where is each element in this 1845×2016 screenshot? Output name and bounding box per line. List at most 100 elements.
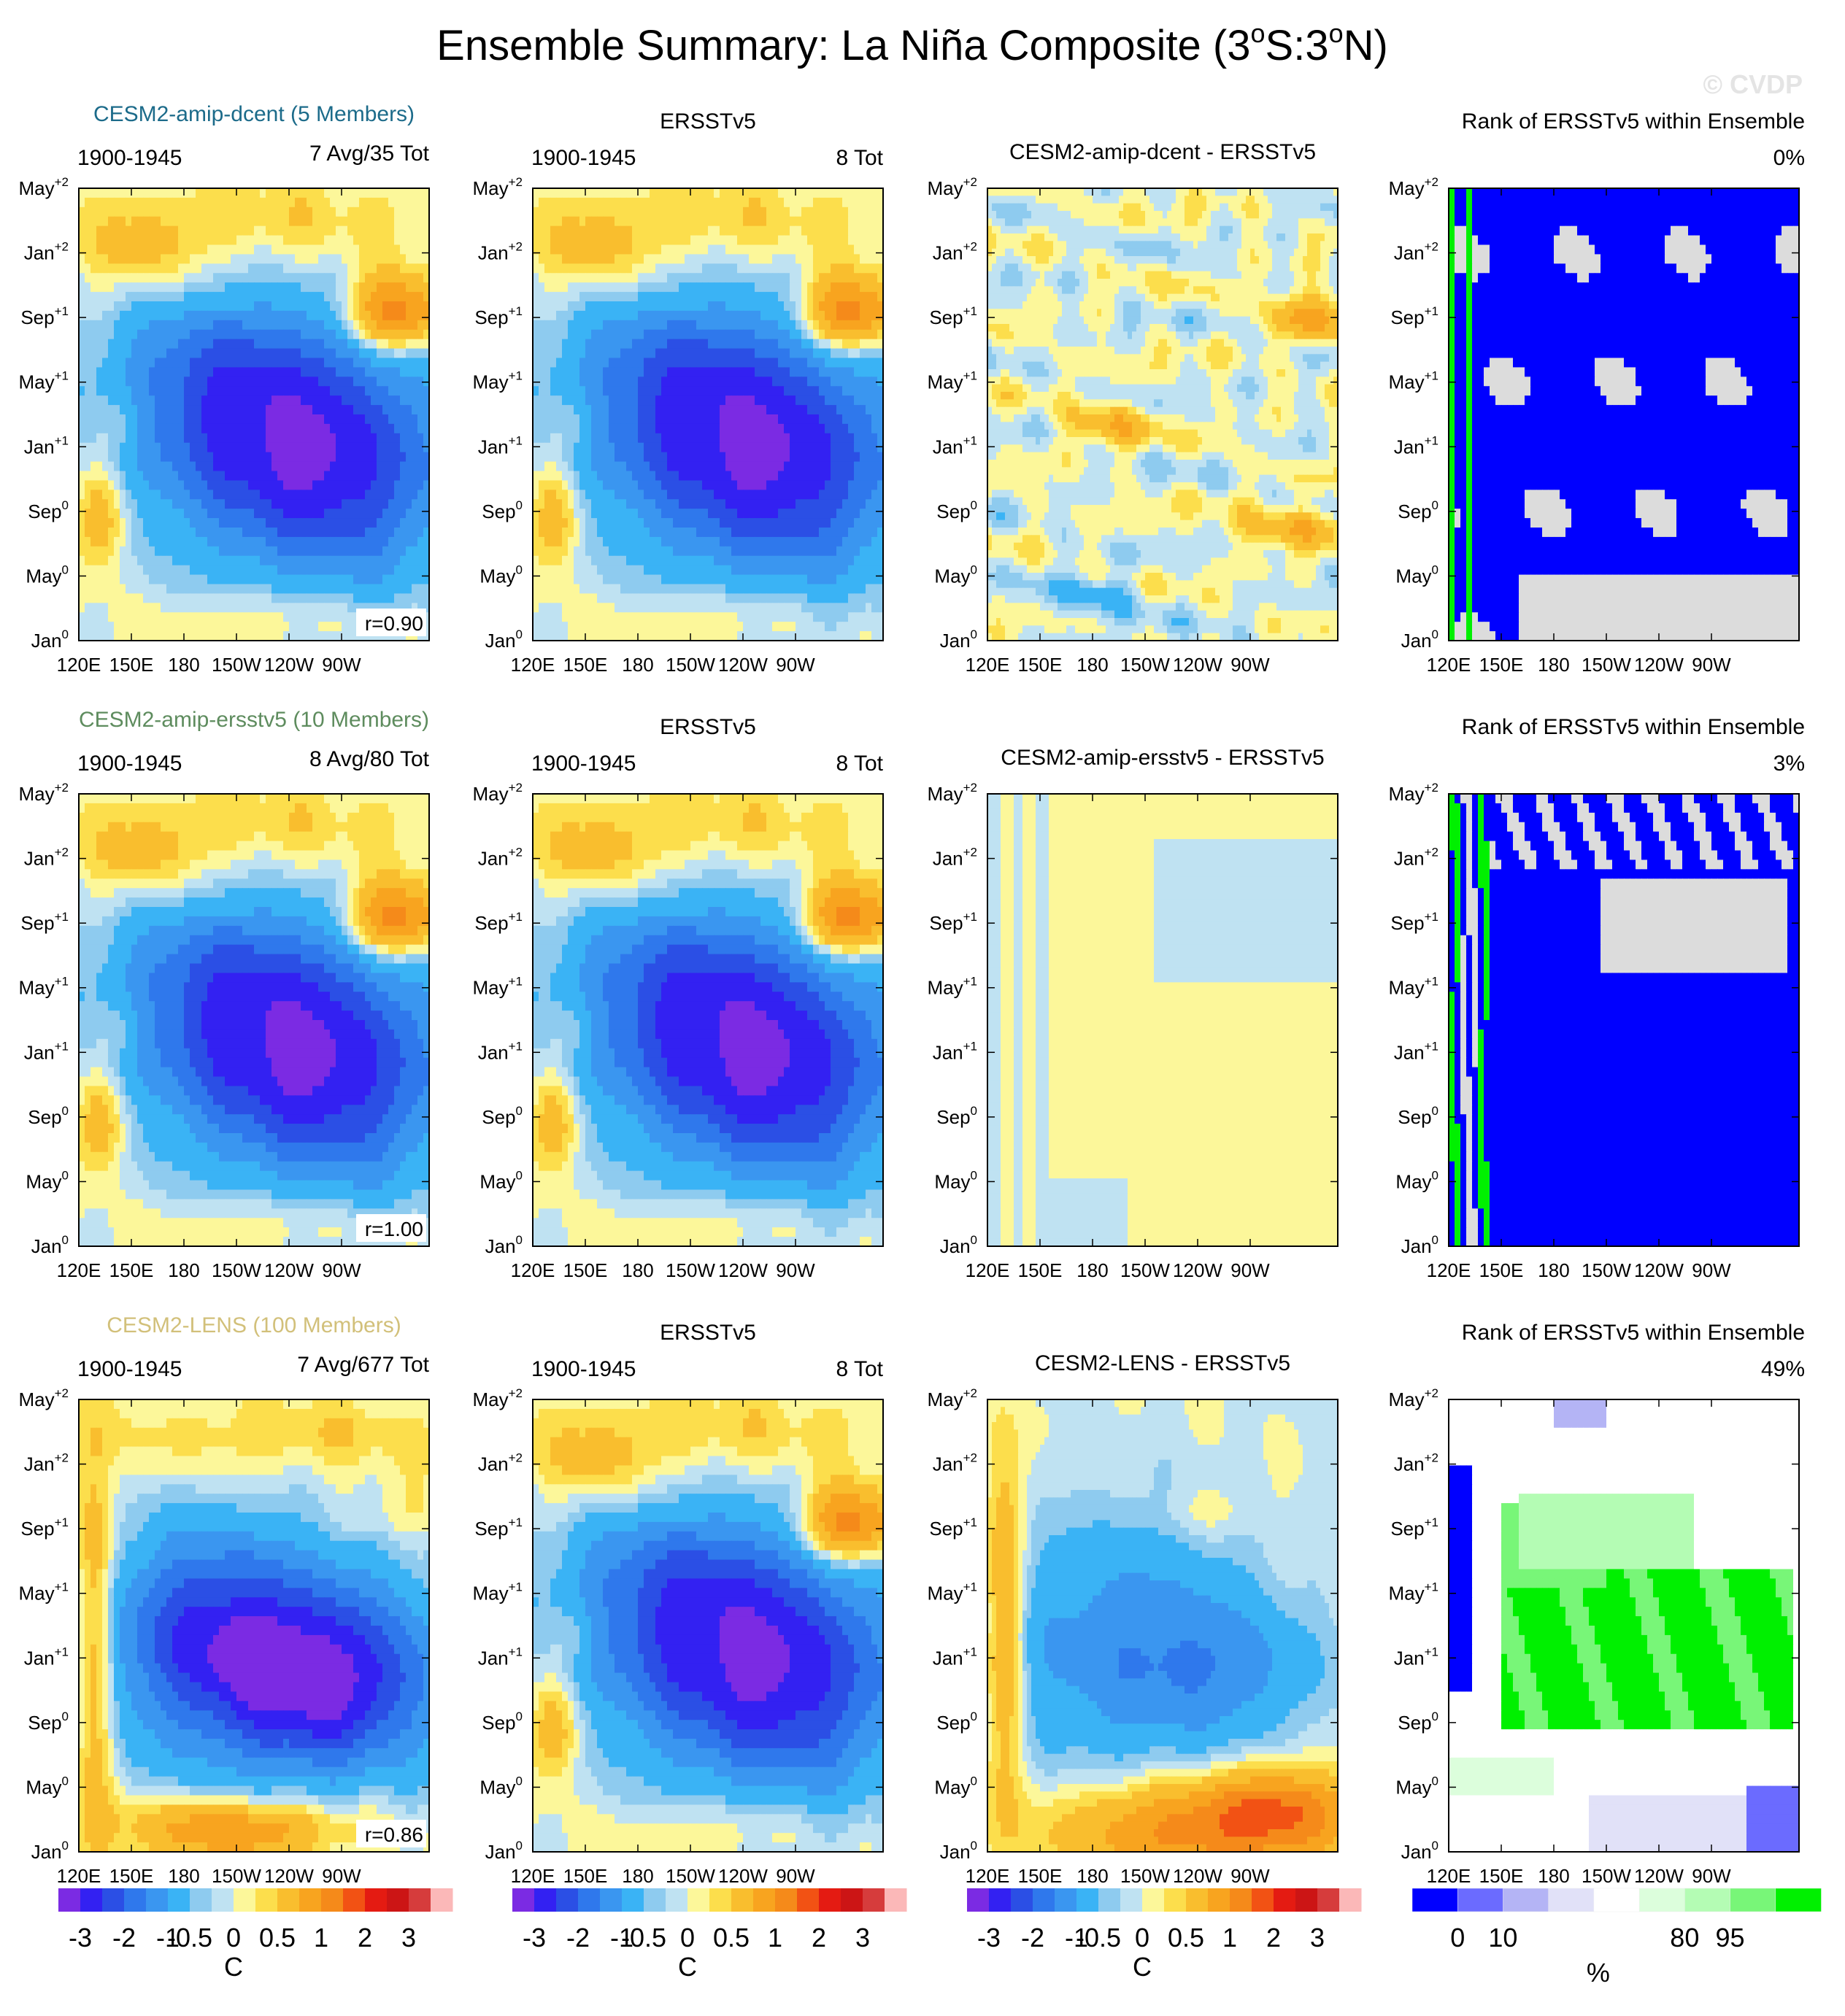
model-cell: [248, 254, 255, 264]
model-cell: [277, 330, 284, 340]
model-cell: [382, 207, 389, 217]
model-cell: [400, 236, 407, 246]
model-cell: [96, 207, 103, 217]
model-cell: [242, 292, 249, 302]
model-cell: [161, 282, 167, 293]
model-cell: [318, 254, 325, 264]
model-cell: [190, 236, 196, 246]
model-cell: [260, 311, 266, 321]
model-cell: [295, 301, 301, 312]
model-cell: [388, 292, 395, 302]
model-cell: [166, 311, 173, 321]
model-cell: [283, 311, 290, 321]
model-cell: [196, 188, 202, 198]
model-cell: [400, 292, 407, 302]
model-cell: [155, 282, 161, 293]
model-cell: [219, 207, 226, 217]
model-cell: [131, 282, 138, 293]
model-cell: [236, 207, 243, 217]
model-cell: [330, 330, 336, 340]
model-cell: [377, 188, 383, 198]
model-cell: [90, 292, 97, 302]
model-cell: [377, 311, 383, 321]
model-cell: [266, 236, 272, 246]
model-cell: [312, 282, 319, 293]
model-cell: [283, 301, 290, 312]
model-cell: [207, 282, 214, 293]
model-cell: [79, 311, 85, 321]
model-cell: [161, 207, 167, 217]
model-cell: [347, 273, 354, 283]
model-cell: [207, 292, 214, 302]
model-cell: [400, 207, 407, 217]
model-cell: [336, 263, 342, 274]
model-cell: [307, 226, 313, 236]
model-cell: [126, 198, 132, 208]
model-cell: [283, 330, 290, 340]
model-cell: [190, 282, 196, 293]
model-cell: [149, 263, 155, 274]
model-cell: [137, 282, 144, 293]
model-cell: [400, 226, 407, 236]
model-cell: [79, 254, 85, 264]
model-cell: [225, 320, 231, 331]
model-cell: [394, 226, 401, 236]
model-cell: [155, 311, 161, 321]
model-cell: [388, 330, 395, 340]
model-cell: [254, 236, 261, 246]
model-cell: [301, 292, 307, 302]
model-cell: [271, 282, 278, 293]
model-cell: [330, 198, 336, 208]
model-cell: [260, 207, 266, 217]
model-cell: [90, 236, 97, 246]
model-cell: [90, 311, 97, 321]
model-cell: [324, 330, 331, 340]
model-cell: [143, 282, 150, 293]
model-cell: [90, 320, 97, 331]
model-cell: [254, 320, 261, 331]
model-cell: [108, 198, 115, 208]
model-cell: [231, 198, 237, 208]
model-cell: [266, 311, 272, 321]
model-cell: [295, 198, 301, 208]
model-cell: [96, 311, 103, 321]
model-cell: [207, 330, 214, 340]
model-cell: [295, 320, 301, 331]
model-cell: [207, 311, 214, 321]
model-cell: [400, 245, 407, 255]
model-cell: [318, 198, 325, 208]
model-cell: [137, 301, 144, 312]
model-cell: [231, 236, 237, 246]
model-cell: [137, 188, 144, 198]
model-cell: [155, 254, 161, 264]
model-cell: [126, 273, 132, 283]
model-cell: [371, 311, 377, 321]
model-cell: [266, 330, 272, 340]
model-cell: [190, 188, 196, 198]
model-cell: [166, 273, 173, 283]
model-cell: [108, 330, 115, 340]
model-cell: [289, 188, 296, 198]
model-cell: [301, 311, 307, 321]
model-cell: [96, 301, 103, 312]
model-cell: [172, 292, 179, 302]
model-cell: [131, 330, 138, 340]
model-cell: [207, 207, 214, 217]
model-cell: [301, 330, 307, 340]
figure-title: Ensemble Summary: La Niña Composite (3oS…: [436, 18, 1388, 69]
model-cell: [347, 236, 354, 246]
model-cell: [271, 254, 278, 264]
model-cell: [359, 217, 366, 227]
model-cell: [359, 273, 366, 283]
model-cell: [236, 273, 243, 283]
model-cell: [289, 311, 296, 321]
model-cell: [120, 320, 126, 331]
model-cell: [342, 207, 348, 217]
model-cell: [120, 188, 126, 198]
model-cell: [184, 311, 190, 321]
model-cell: [382, 254, 389, 264]
model-cell: [342, 273, 348, 283]
model-cell: [347, 207, 354, 217]
model-cell: [225, 236, 231, 246]
model-cell: [96, 198, 103, 208]
